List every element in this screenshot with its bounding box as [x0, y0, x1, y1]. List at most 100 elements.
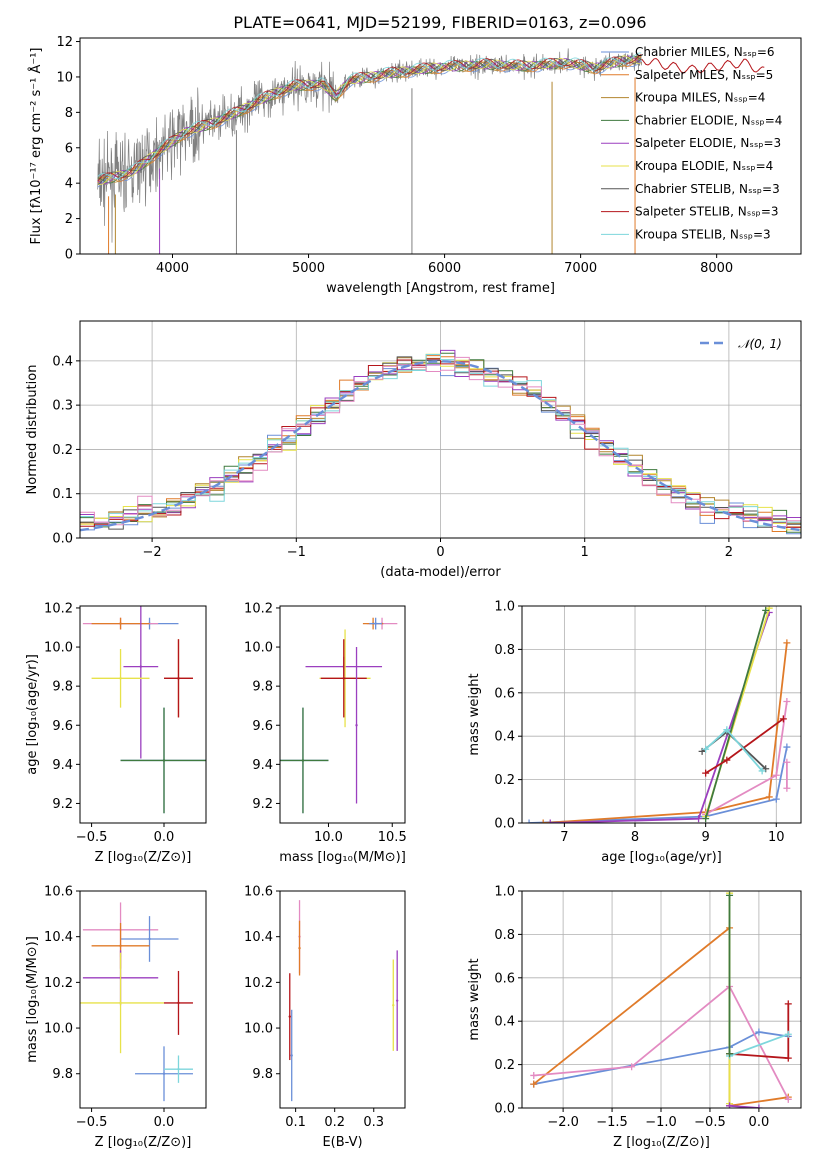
axes-frame — [79, 320, 802, 539]
y-tick-label: 9.8 — [52, 680, 73, 695]
x-axis-label: Z [log₁₀(Z/Z⊙)] — [95, 1135, 192, 1150]
legend-label: Chabrier ELODIE, Nₛₛₚ=4 — [635, 113, 782, 127]
plot-content — [525, 606, 791, 823]
data-point — [119, 622, 122, 625]
series-marker — [726, 891, 734, 899]
y-tick-label: 0.4 — [494, 730, 515, 745]
model-spectrum — [97, 52, 642, 180]
axes-frame — [279, 605, 406, 824]
axes-frame — [279, 890, 406, 1109]
series-marker — [783, 758, 791, 766]
x-tick-label: 1 — [581, 545, 589, 560]
y-tick-label: 9.2 — [252, 797, 273, 812]
series-marker — [765, 606, 773, 612]
x-tick-label: 9 — [702, 830, 710, 845]
y-tick-label: 2 — [65, 212, 73, 227]
legend-label: Salpeter MILES, Nₛₛₚ=5 — [635, 68, 773, 82]
x-tick-label: 7 — [560, 830, 568, 845]
data-point — [177, 1001, 180, 1005]
series-line — [529, 746, 788, 823]
data-point — [392, 1004, 395, 1007]
y-tick-label: 10.6 — [44, 885, 73, 900]
figure-title: PLATE=0641, MJD=52199, FIBERID=0163, z=0… — [233, 13, 646, 32]
axes-frame — [79, 37, 802, 255]
legend-label: Chabrier STELIB, Nₛₛₚ=3 — [635, 182, 780, 196]
x-tick-label: 0.3 — [363, 1115, 384, 1130]
series-marker — [783, 639, 791, 647]
x-tick-label: 0.0 — [749, 1115, 770, 1130]
model-spectrum — [97, 56, 642, 184]
series-marker — [546, 819, 554, 823]
legend-label: Salpeter ELODIE, Nₛₛₚ=3 — [635, 136, 781, 150]
plot-content — [288, 900, 399, 1102]
model-spectrum — [97, 59, 642, 188]
y-tick-label: 0.8 — [494, 643, 515, 658]
panel-mass-weight-vs-Z: −2.0 −1.5 −1.0 −0.5 0.0 0.0 0.2 0.4 0.6 0.8 1.0 Z [… — [467, 885, 802, 1150]
y-tick-label: 9.8 — [252, 1067, 273, 1082]
panel-mass-vs-Z: −0.5 0.0 9.8 10.0 10.2 10.4 10.6 Z [log₁₀(Z/Z⊙)… — [25, 885, 207, 1150]
x-tick-label: 10.0 — [314, 830, 343, 845]
y-axis-label: mass [log₁₀(M/M⊙)] — [25, 936, 40, 1063]
x-tick-label: 8 — [631, 830, 639, 845]
series-marker — [772, 795, 780, 803]
series-marker — [755, 1104, 763, 1108]
x-axis-label: Z [log₁₀(Z/Z⊙)] — [613, 1135, 710, 1150]
data-point — [139, 665, 143, 668]
legend: 𝒩(0, 1) — [700, 337, 782, 351]
legend-label: Kroupa ELODIE, Nₛₛₚ=4 — [635, 159, 773, 173]
panel-mass-weight-vs-age: 7 8 9 10 0.0 0.2 0.4 0.6 0.8 1.0 age [log₁₀(age/yr… — [467, 600, 802, 865]
y-tick-label: 0.6 — [494, 971, 515, 986]
data-point — [288, 1015, 291, 1018]
series-marker — [695, 815, 703, 823]
series-marker — [702, 769, 710, 777]
series-marker — [765, 793, 773, 801]
series-marker — [779, 715, 787, 723]
series-line — [704, 610, 767, 819]
y-tick-label: 0.2 — [494, 1058, 515, 1073]
x-tick-label: −1.0 — [645, 1115, 677, 1130]
panel-age-vs-mass: 10.0 10.5 9.2 9.4 9.6 9.8 10.0 10.2 mass [log₁₀(… — [244, 601, 407, 865]
data-point — [148, 937, 151, 941]
x-axis-label: (data-model)/error — [380, 565, 501, 580]
legend-label: Kroupa STELIB, Nₛₛₚ=3 — [635, 227, 771, 241]
series-marker — [784, 1054, 792, 1062]
x-tick-label: 0.1 — [285, 1115, 306, 1130]
y-tick-label: 10.2 — [244, 601, 273, 616]
y-tick-label: 0.8 — [494, 928, 515, 943]
series-marker — [525, 819, 533, 823]
series-marker — [784, 1030, 792, 1038]
x-tick-label: −1.5 — [596, 1115, 628, 1130]
series-marker — [762, 606, 770, 614]
data-point — [290, 1054, 293, 1057]
series-line — [729, 1033, 789, 1057]
x-tick-label: −0.5 — [76, 1115, 108, 1130]
y-tick-label: 10.2 — [44, 976, 73, 991]
data-point — [162, 759, 166, 762]
x-tick-label: 7000 — [564, 261, 597, 276]
x-axis-label: mass [log₁₀(M/M⊙)] — [279, 850, 406, 865]
series-marker — [726, 1050, 734, 1058]
x-tick-label: 5000 — [292, 261, 325, 276]
series-line — [533, 985, 790, 1100]
data-point — [119, 944, 122, 948]
series-marker — [726, 1102, 734, 1108]
data-point — [119, 1001, 122, 1005]
series-line — [705, 701, 788, 816]
series-marker — [698, 747, 706, 755]
model-spectrum — [97, 55, 642, 185]
series-marker — [539, 819, 547, 823]
x-axis-label: E(B-V) — [322, 1135, 362, 1150]
y-tick-label: 0.4 — [494, 1015, 515, 1030]
y-tick-label: 0.2 — [494, 773, 515, 788]
x-tick-label: 0.0 — [154, 830, 175, 845]
x-tick-label: −0.5 — [694, 1115, 726, 1130]
data-point — [301, 759, 305, 762]
panel-mass-vs-EBV: 0.1 0.2 0.3 9.8 10.0 10.2 10.4 10.6 E(B-V) — [244, 885, 406, 1150]
y-tick-label: 9.2 — [52, 797, 73, 812]
y-tick-label: 10.0 — [244, 641, 273, 656]
model-tail — [641, 57, 765, 74]
x-tick-label: −0.5 — [76, 830, 108, 845]
x-tick-label: −2 — [143, 545, 162, 560]
x-tick-label: 10.5 — [378, 830, 407, 845]
legend-label: 𝒩(0, 1) — [738, 337, 782, 351]
